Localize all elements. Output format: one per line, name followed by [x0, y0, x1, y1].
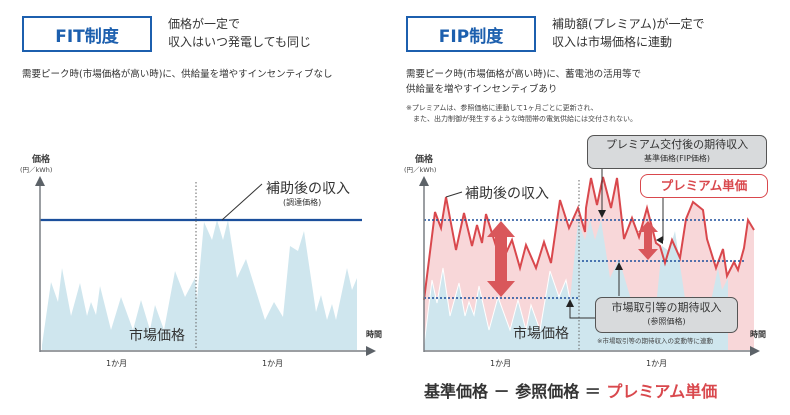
fip-premium-note: ※プレミアムは、参照価格に連動して1ヶ月ごとに更新され、 また、出力制御が発生す… — [406, 104, 637, 123]
fip-y-axis-label: 価格 — [414, 155, 433, 165]
fip-title: FIP制度 — [438, 26, 504, 47]
fit-market-price-label: 市場価格 — [129, 328, 185, 344]
fip-incentive-text: 需要ピーク時(市場価格が高い時)に、蓄電池の活用等で 供給量を増やすインセンティ… — [406, 69, 642, 95]
reference-price-callout-title: 市場取引等の期待収入 — [611, 301, 722, 314]
base-price-callout: プレミアム交付後の期待収入 基準価格(FIP価格) — [587, 135, 767, 169]
fit-chart — [35, 176, 376, 356]
fit-description: 価格が一定で 収入はいつ発電しても同じ — [168, 17, 312, 49]
fit-x-axis-arrow-icon — [366, 346, 376, 356]
premium-formula: 基準価格 － 参照価格 ＝ プレミアム単価 — [424, 378, 717, 402]
fip-revenue-label: 補助後の収入 — [465, 186, 549, 202]
base-price-callout-sub: 基準価格(FIP価格) — [643, 154, 711, 163]
reference-price-callout: 市場取引等の期待収入 (参照価格) — [595, 297, 738, 333]
fit-y-axis-label: 価格 — [31, 155, 50, 165]
formula-minus: － — [493, 382, 510, 401]
fit-y-axis-unit: (円／kWh) — [20, 166, 53, 174]
fit-month-1-label: 1か月 — [106, 359, 128, 368]
fip-month-1-label: 1か月 — [490, 359, 512, 368]
premium-callout-arrow-icon — [656, 236, 663, 244]
premium-unit-callout: プレミアム単価 — [640, 174, 768, 198]
fit-market-price-area — [42, 220, 357, 350]
fip-revenue-line — [423, 176, 755, 301]
fip-revenue-leader — [445, 191, 463, 198]
fit-title-box: FIT制度 — [22, 16, 152, 52]
fip-x-axis-arrow-icon — [750, 346, 760, 356]
fit-revenue-sublabel: (調達価格) — [283, 198, 322, 207]
fip-market-price-label: 市場価格 — [513, 326, 569, 342]
base-price-callout-title: プレミアム交付後の期待収入 — [605, 138, 749, 151]
base-callout-arrow-icon — [598, 210, 606, 218]
fit-y-axis-arrow-icon — [35, 176, 45, 186]
fit-title: FIT制度 — [55, 26, 119, 47]
fit-month-2-label: 1か月 — [262, 359, 284, 368]
ref-callout-leader-1 — [569, 304, 596, 319]
formula-base-price: 基準価格 — [424, 382, 489, 401]
fip-y-axis-arrow-icon — [419, 176, 429, 186]
premium-double-arrow-icon-1 — [487, 221, 515, 297]
reference-price-callout-sub: (参照価格) — [647, 317, 686, 326]
fip-x-axis-label: 時間 — [750, 330, 766, 339]
fip-description: 補助額(プレミアム)が一定で 収入は市場価格に連動 — [552, 17, 705, 49]
formula-reference-price: 参照価格 — [515, 382, 580, 401]
fip-month-2-label: 1か月 — [646, 359, 668, 368]
reference-price-note: ※市場取引等の期待収入の変動等に連動 — [597, 337, 713, 345]
premium-double-arrow-icon-2 — [638, 221, 658, 260]
fit-incentive-text: 需要ピーク時(市場価格が高い時)に、供給量を増やすインセンティブなし — [22, 69, 333, 80]
fit-revenue-leader — [221, 183, 263, 221]
fit-x-axis-label: 時間 — [366, 330, 382, 339]
ref-callout-arrow-icon-2 — [615, 262, 623, 270]
fip-market-edge — [423, 267, 571, 346]
fip-title-box: FIP制度 — [406, 16, 536, 52]
formula-equals: ＝ — [584, 382, 601, 401]
fit-revenue-label: 補助後の収入 — [266, 181, 350, 197]
formula-premium-unit: プレミアム単価 — [606, 382, 718, 401]
ref-callout-arrow-icon-1 — [566, 299, 574, 307]
fip-y-axis-unit: (円／kWh) — [404, 166, 437, 174]
premium-callout-leader — [659, 196, 664, 241]
